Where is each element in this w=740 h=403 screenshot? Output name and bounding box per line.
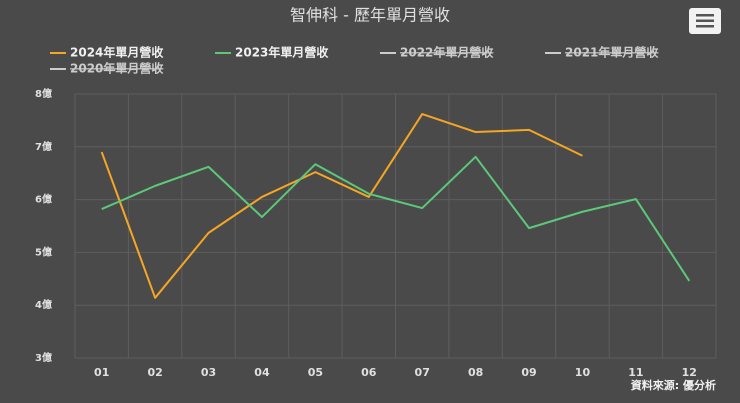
x-tick-label: 09 — [521, 366, 536, 379]
legend-label[interactable]: 2021年單月營收 — [565, 45, 658, 60]
menu-button[interactable] — [689, 8, 721, 34]
legend-label[interactable]: 2023年單月營收 — [235, 45, 328, 60]
legend-item[interactable]: 2022年單月營收 — [380, 45, 493, 60]
x-tick-label: 07 — [415, 366, 430, 379]
y-tick-label: 6億 — [35, 193, 52, 206]
series-line — [100, 113, 583, 299]
y-tick-label: 7億 — [35, 140, 52, 153]
x-tick-label: 11 — [628, 366, 643, 379]
x-tick-label: 01 — [94, 366, 109, 379]
y-tick-label: 5億 — [35, 245, 52, 258]
y-tick-label: 8億 — [35, 87, 52, 100]
legend-label[interactable]: 2022年單月營收 — [400, 45, 493, 60]
x-tick-label: 04 — [254, 366, 270, 379]
menu-bar — [696, 25, 714, 28]
x-tick-label: 02 — [147, 366, 162, 379]
legend-label[interactable]: 2024年單月營收 — [70, 45, 163, 60]
x-tick-label: 12 — [682, 366, 697, 379]
menu-bar — [696, 19, 714, 22]
menu-bar — [696, 14, 714, 17]
legend-item[interactable]: 2023年單月營收 — [215, 45, 328, 60]
chart-title: 智伸科 - 歷年單月營收 — [290, 6, 450, 25]
x-tick-label: 06 — [361, 366, 377, 379]
x-tick-label: 10 — [575, 366, 591, 379]
legend-item[interactable]: 2021年單月營收 — [545, 45, 658, 60]
source-note: 資料來源: 優分析 — [631, 378, 716, 392]
x-tick-label: 08 — [468, 366, 483, 379]
series-line — [101, 155, 691, 282]
legend-label[interactable]: 2020年單月營收 — [70, 61, 163, 76]
x-tick-label: 03 — [201, 366, 216, 379]
y-tick-label: 3億 — [35, 351, 52, 364]
legend-item[interactable]: 2020年單月營收 — [50, 61, 163, 76]
x-tick-label: 05 — [308, 366, 323, 379]
y-tick-label: 4億 — [35, 298, 52, 311]
legend-item[interactable]: 2024年單月營收 — [50, 45, 163, 60]
